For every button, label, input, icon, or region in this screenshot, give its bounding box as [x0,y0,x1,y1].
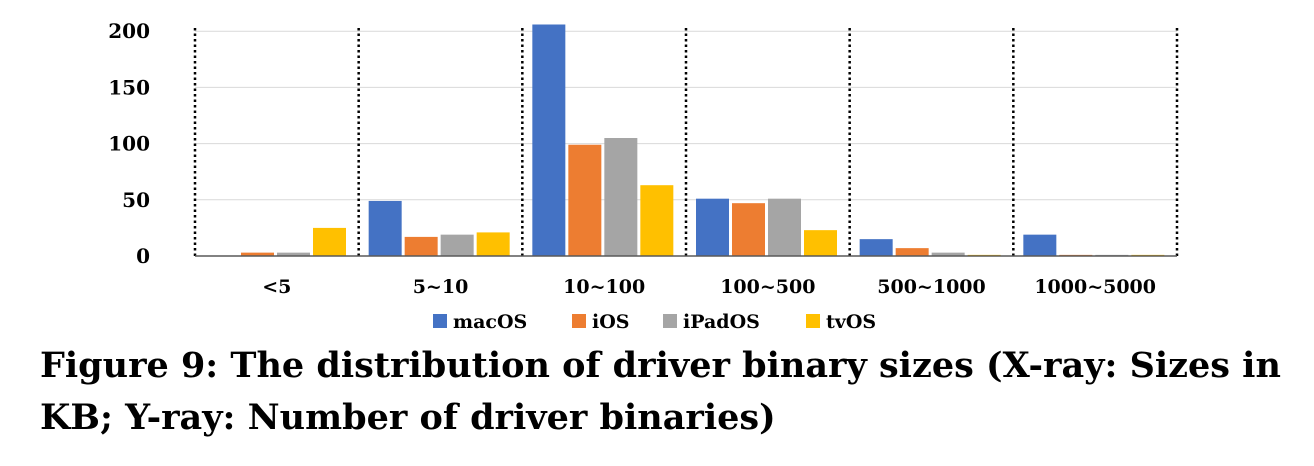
bar-ipados-0 [277,252,310,256]
bar-ipados-3 [768,198,801,256]
y-tick-labels: 0 50 100 150 200 [108,19,150,268]
bar-ios-0 [241,252,274,256]
y-tick-label-0: 0 [136,244,150,268]
x-tick-label: <5 [262,276,291,298]
legend-swatch-ios [572,314,586,328]
x-tick-label: 10~100 [563,276,645,298]
bar-macos-1 [368,200,402,256]
bar-ios-3 [732,203,765,256]
legend-swatch-ipados [663,314,677,328]
bar-tvos-2 [640,185,674,256]
bar-ios-4 [895,248,929,256]
x-tick-label: 500~1000 [877,276,985,298]
x-tick-labels: <5 5~10 10~100 100~500 500~1000 1000~5000 [262,276,1156,298]
legend-swatch-macos [433,314,447,328]
x-tick-label: 1000~5000 [1034,276,1156,298]
legend: macOS iOS iPadOS tvOS [433,311,876,333]
bar-tvos-0 [313,227,346,256]
bar-tvos-3 [804,230,837,256]
figure-caption: Figure 9: The distribution of driver bin… [40,345,1281,438]
y-tick-label-50: 50 [122,188,150,212]
legend-label-tvos: tvOS [826,311,876,333]
bar-tvos-1 [476,232,510,256]
legend-swatch-tvos [806,314,820,328]
bar-macos-5 [1023,234,1057,256]
bar-macos-2 [532,24,566,256]
legend-label-ipados: iPadOS [683,311,760,333]
bar-macos-3 [696,198,729,256]
bar-ios-2 [568,144,602,256]
legend-label-ios: iOS [592,311,630,333]
legend-label-macos: macOS [453,311,527,333]
y-tick-label-150: 150 [108,75,150,99]
x-tick-label: 100~500 [720,276,815,298]
bar-ipados-4 [931,252,965,256]
bar-ios-1 [404,236,438,256]
bars [241,24,1165,256]
bar-ipados-1 [440,234,474,256]
y-tick-label-200: 200 [108,19,150,43]
bar-chart: 0 50 100 150 200 <5 5~10 10~100 100~500 500~1000… [108,19,1179,333]
y-tick-label-100: 100 [108,132,150,156]
x-tick-label: 5~10 [413,276,469,298]
category-separators [193,28,1179,256]
bar-macos-4 [859,239,893,256]
bar-ipados-2 [604,138,638,256]
